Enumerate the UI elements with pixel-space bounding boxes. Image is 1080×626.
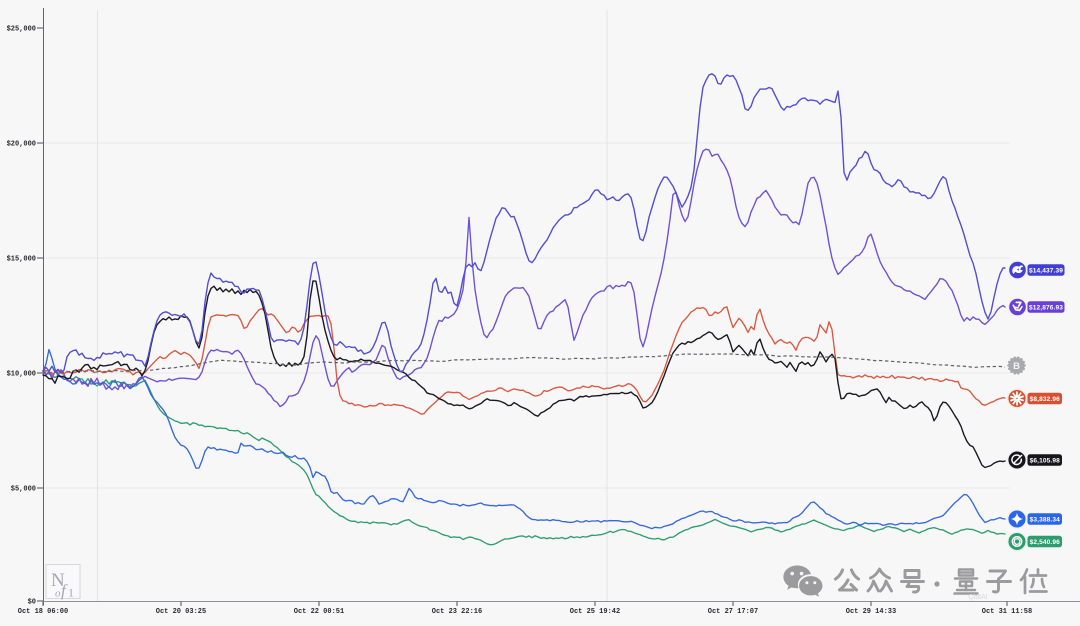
svg-text:f: f — [61, 581, 68, 600]
svg-text:QbitAI: QbitAI — [968, 594, 988, 601]
svg-text:N: N — [51, 570, 65, 591]
svg-text:Oct 27 17:07: Oct 27 17:07 — [708, 608, 758, 616]
svg-text:$3,388.34: $3,388.34 — [1030, 517, 1060, 524]
svg-text:Oct 23 22:16: Oct 23 22:16 — [432, 608, 482, 616]
svg-text:$0: $0 — [28, 599, 36, 607]
svg-text:$10,000: $10,000 — [7, 371, 36, 379]
svg-text:$2,540.96: $2,540.96 — [1030, 539, 1060, 546]
svg-text:$25,000: $25,000 — [7, 26, 36, 34]
svg-text:Oct 29 14:33: Oct 29 14:33 — [846, 608, 896, 616]
svg-text:Oct 22 00:51: Oct 22 00:51 — [294, 608, 344, 616]
svg-text:$6,105.98: $6,105.98 — [1030, 458, 1060, 465]
svg-text:Oct 31 11:58: Oct 31 11:58 — [982, 608, 1032, 616]
svg-text:$12,876.93: $12,876.93 — [1029, 305, 1063, 312]
svg-text:B: B — [1013, 361, 1020, 372]
svg-text:Oct 25 19:42: Oct 25 19:42 — [570, 608, 620, 616]
svg-text:$14,437.39: $14,437.39 — [1029, 268, 1063, 275]
svg-text:$15,000: $15,000 — [7, 256, 36, 264]
svg-text:1: 1 — [68, 586, 74, 600]
svg-text:Oct 18 06:00: Oct 18 06:00 — [18, 608, 68, 616]
svg-text:$20,000: $20,000 — [7, 141, 36, 149]
svg-text:$8,832.96: $8,832.96 — [1030, 396, 1060, 403]
svg-text:Oct 20 03:25: Oct 20 03:25 — [156, 608, 206, 616]
svg-text:$5,000: $5,000 — [11, 486, 36, 494]
svg-text:o: o — [55, 588, 61, 600]
